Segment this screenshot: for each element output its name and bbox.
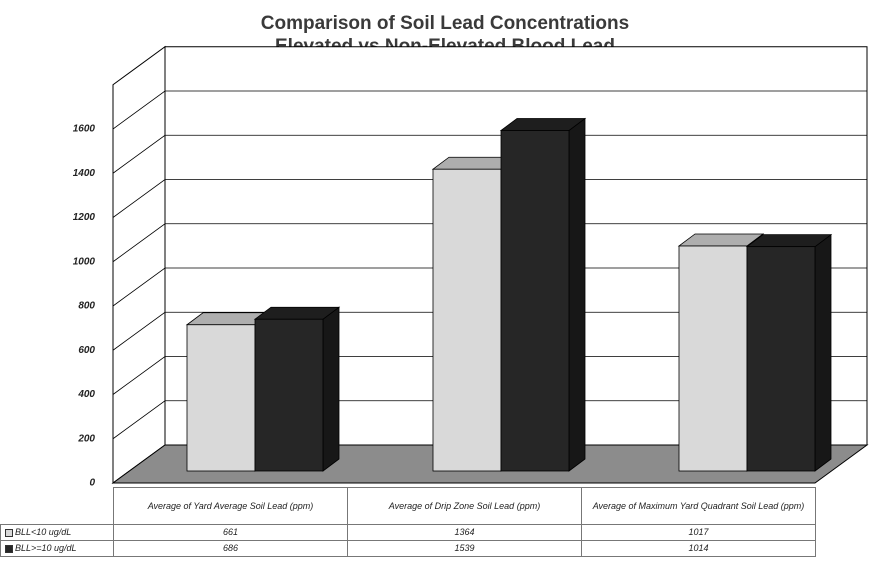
y-tick-label: 1000 [73,256,96,267]
bar-side [568,117,586,472]
bar [678,245,748,472]
grid-line [112,267,867,307]
table-value: 686 [113,540,348,557]
legend-entry: BLL>=10 ug/dL [0,540,114,557]
bar [186,324,256,472]
bar-side [814,233,832,472]
y-tick-label: 1600 [73,124,96,135]
bar [432,168,502,472]
table-value: 1539 [347,540,582,557]
grid-line [112,179,867,218]
y-tick-label: 0 [89,478,95,489]
left-wall [112,45,166,484]
table-header: Average of Drip Zone Soil Lead (ppm) [347,487,582,525]
grid-line [112,223,867,263]
table-header: Average of Maximum Yard Quadrant Soil Le… [581,487,816,525]
legend-label: BLL>=10 ug/dL [15,543,77,553]
grid-line [112,400,867,440]
table-header: Average of Yard Average Soil Lead (ppm) [113,487,348,525]
bar [254,318,324,472]
chart-title: Comparison of Soil Lead Concentrations [261,13,629,34]
legend-swatch [5,544,13,553]
table-value: 1017 [581,524,816,541]
y-tick-label: 1200 [73,212,96,223]
y-tick-label: 400 [77,389,95,400]
legend-entry: BLL<10 ug/dL [0,524,114,541]
table-value: 1014 [581,540,816,557]
y-tick-label: 200 [77,433,95,444]
grid-line [112,134,867,174]
table-value: 661 [113,524,348,541]
y-tick-label: 800 [78,301,95,312]
grid-line [112,311,867,351]
bar-side [322,306,340,472]
legend-swatch [5,528,13,537]
grid-line [112,356,867,395]
table-value: 1364 [347,524,582,541]
bar [500,130,570,472]
y-tick-label: 1400 [73,168,96,179]
grid-line [112,90,867,130]
legend-label: BLL<10 ug/dL [15,527,72,537]
y-tick-label: 600 [78,345,95,356]
bar [746,246,816,472]
